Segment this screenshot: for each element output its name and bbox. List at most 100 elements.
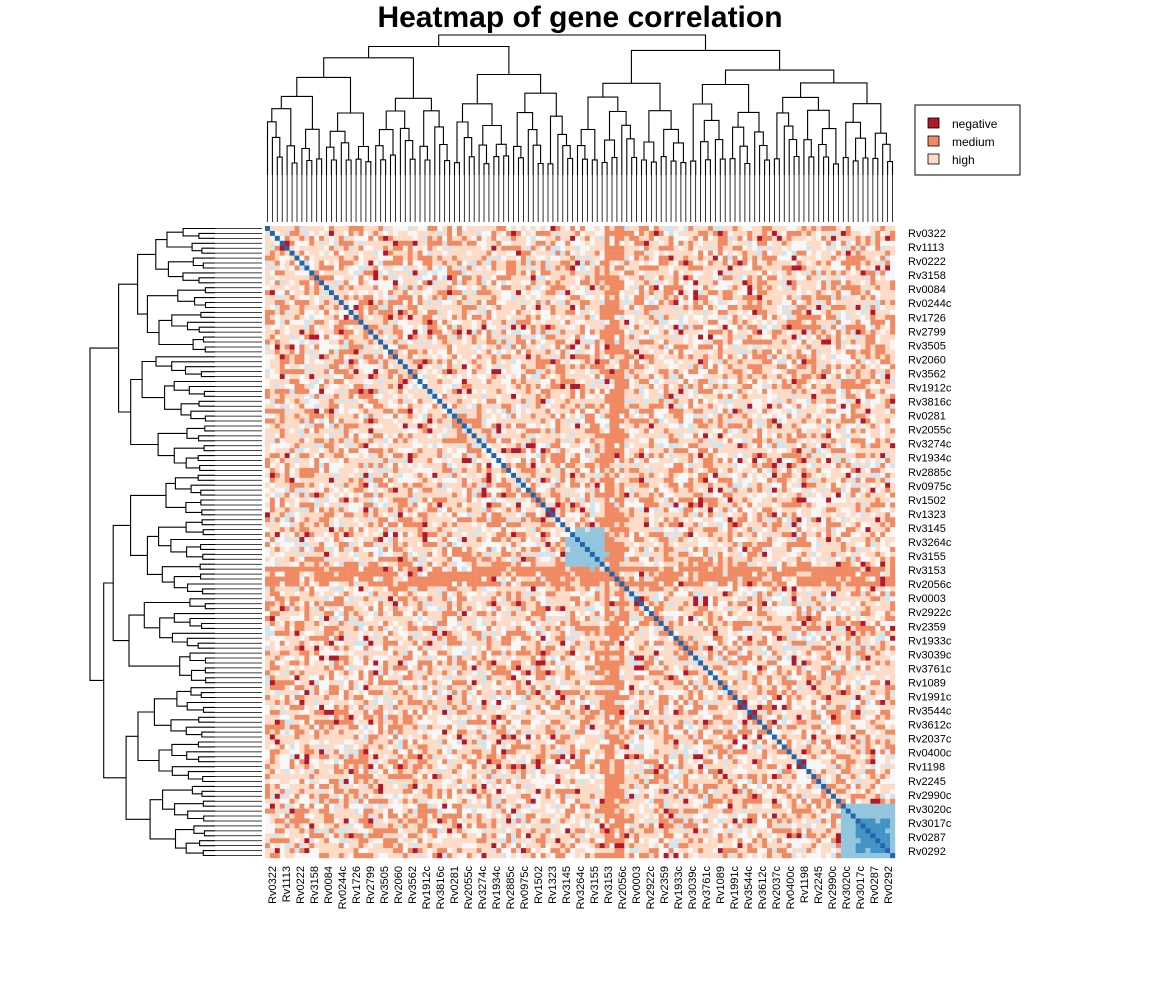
heatmap-cell bbox=[683, 388, 689, 395]
heatmap-cell bbox=[407, 255, 413, 261]
heatmap-cell bbox=[456, 230, 463, 237]
heatmap-cell bbox=[855, 300, 861, 306]
heatmap-cell bbox=[643, 319, 650, 325]
heatmap-cell bbox=[840, 339, 846, 345]
heatmap-cell bbox=[767, 379, 773, 385]
heatmap-cell bbox=[648, 255, 655, 261]
heatmap-cell bbox=[570, 305, 576, 311]
heatmap-cell bbox=[791, 388, 797, 395]
heatmap-cell bbox=[835, 285, 842, 291]
heatmap-cell bbox=[629, 384, 635, 390]
heatmap-cell bbox=[545, 413, 551, 419]
heatmap-cell bbox=[643, 280, 650, 286]
heatmap-cell bbox=[442, 393, 448, 400]
heatmap-cell bbox=[599, 305, 605, 311]
heatmap-cell bbox=[580, 408, 586, 414]
heatmap-cell bbox=[481, 374, 487, 380]
heatmap-cell bbox=[284, 398, 290, 404]
heatmap-cell bbox=[363, 255, 369, 261]
heatmap-cell bbox=[816, 305, 822, 311]
heatmap-cell bbox=[570, 369, 576, 375]
heatmap-cell bbox=[658, 379, 664, 385]
heatmap-cell bbox=[456, 339, 463, 345]
heatmap-cell bbox=[722, 250, 728, 256]
heatmap-cell bbox=[358, 344, 364, 350]
heatmap-cell bbox=[422, 393, 428, 400]
heatmap-cell bbox=[688, 230, 694, 237]
heatmap-cell bbox=[747, 393, 753, 400]
heatmap-cell bbox=[496, 349, 502, 355]
heatmap-cell bbox=[850, 384, 856, 390]
heatmap-cell bbox=[648, 230, 655, 237]
heatmap-cell bbox=[747, 364, 753, 370]
heatmap-cell bbox=[771, 344, 778, 350]
heatmap-cell bbox=[274, 334, 280, 340]
heatmap-cell bbox=[634, 344, 640, 350]
heatmap-cell bbox=[456, 226, 463, 232]
heatmap-cell bbox=[437, 245, 443, 251]
heatmap-cell bbox=[471, 255, 477, 261]
heatmap-cell bbox=[811, 245, 817, 251]
heatmap-cell bbox=[511, 295, 517, 301]
heatmap-cell bbox=[762, 408, 768, 414]
heatmap-cell bbox=[496, 230, 502, 237]
heatmap-cell bbox=[304, 388, 310, 395]
heatmap-cell bbox=[511, 413, 517, 419]
heatmap-cell bbox=[437, 408, 443, 414]
heatmap-cell bbox=[540, 413, 546, 419]
heatmap-cell bbox=[363, 230, 369, 237]
heatmap-cell bbox=[520, 398, 527, 404]
heatmap-cell bbox=[452, 245, 458, 251]
heatmap-cell bbox=[279, 285, 285, 291]
heatmap-cell bbox=[771, 329, 778, 335]
heatmap-cell bbox=[658, 275, 664, 281]
heatmap-cell bbox=[826, 255, 832, 261]
heatmap-cell bbox=[476, 235, 482, 242]
heatmap-cell bbox=[811, 344, 817, 350]
heatmap-cell bbox=[363, 319, 369, 325]
heatmap-cell bbox=[422, 245, 428, 251]
heatmap-cell bbox=[599, 408, 605, 414]
heatmap-cell bbox=[639, 379, 645, 385]
heatmap-cell bbox=[265, 285, 271, 291]
heatmap-cell bbox=[712, 255, 719, 261]
heatmap-cell bbox=[511, 374, 517, 380]
heatmap-cell bbox=[698, 245, 704, 251]
heatmap-cell bbox=[343, 349, 349, 355]
heatmap-cell bbox=[461, 295, 467, 301]
heatmap-cell bbox=[314, 245, 320, 251]
heatmap-cell bbox=[471, 314, 477, 321]
heatmap-cell bbox=[855, 403, 861, 409]
heatmap-cell bbox=[875, 374, 881, 380]
heatmap-cell bbox=[653, 413, 659, 419]
heatmap-cell bbox=[752, 408, 758, 414]
heatmap-cell bbox=[338, 290, 344, 296]
heatmap-cell bbox=[545, 344, 551, 350]
heatmap-cell bbox=[747, 319, 753, 325]
heatmap-cell bbox=[599, 324, 605, 330]
heatmap-cell bbox=[328, 324, 335, 330]
heatmap-cell bbox=[525, 240, 531, 246]
heatmap-cell bbox=[776, 388, 782, 395]
heatmap-cell bbox=[368, 230, 374, 237]
heatmap-cell bbox=[890, 374, 896, 380]
heatmap-cell bbox=[452, 314, 458, 321]
heatmap-cell bbox=[324, 329, 330, 335]
heatmap-cell bbox=[309, 285, 315, 291]
heatmap-cell bbox=[383, 359, 389, 365]
heatmap-cell bbox=[845, 295, 851, 301]
heatmap-cell bbox=[520, 295, 527, 301]
heatmap-cell bbox=[643, 235, 650, 242]
heatmap-cell bbox=[781, 305, 787, 311]
heatmap-cell bbox=[816, 230, 822, 237]
heatmap-cell bbox=[496, 329, 502, 335]
heatmap-cell bbox=[397, 275, 404, 281]
heatmap-cell bbox=[698, 285, 704, 291]
heatmap-cell bbox=[274, 369, 280, 375]
heatmap-cell bbox=[432, 393, 438, 400]
heatmap-cell bbox=[786, 374, 792, 380]
heatmap-cell bbox=[796, 413, 802, 419]
heatmap-cell bbox=[816, 285, 822, 291]
heatmap-cell bbox=[373, 403, 379, 409]
heatmap-cell bbox=[328, 260, 335, 266]
